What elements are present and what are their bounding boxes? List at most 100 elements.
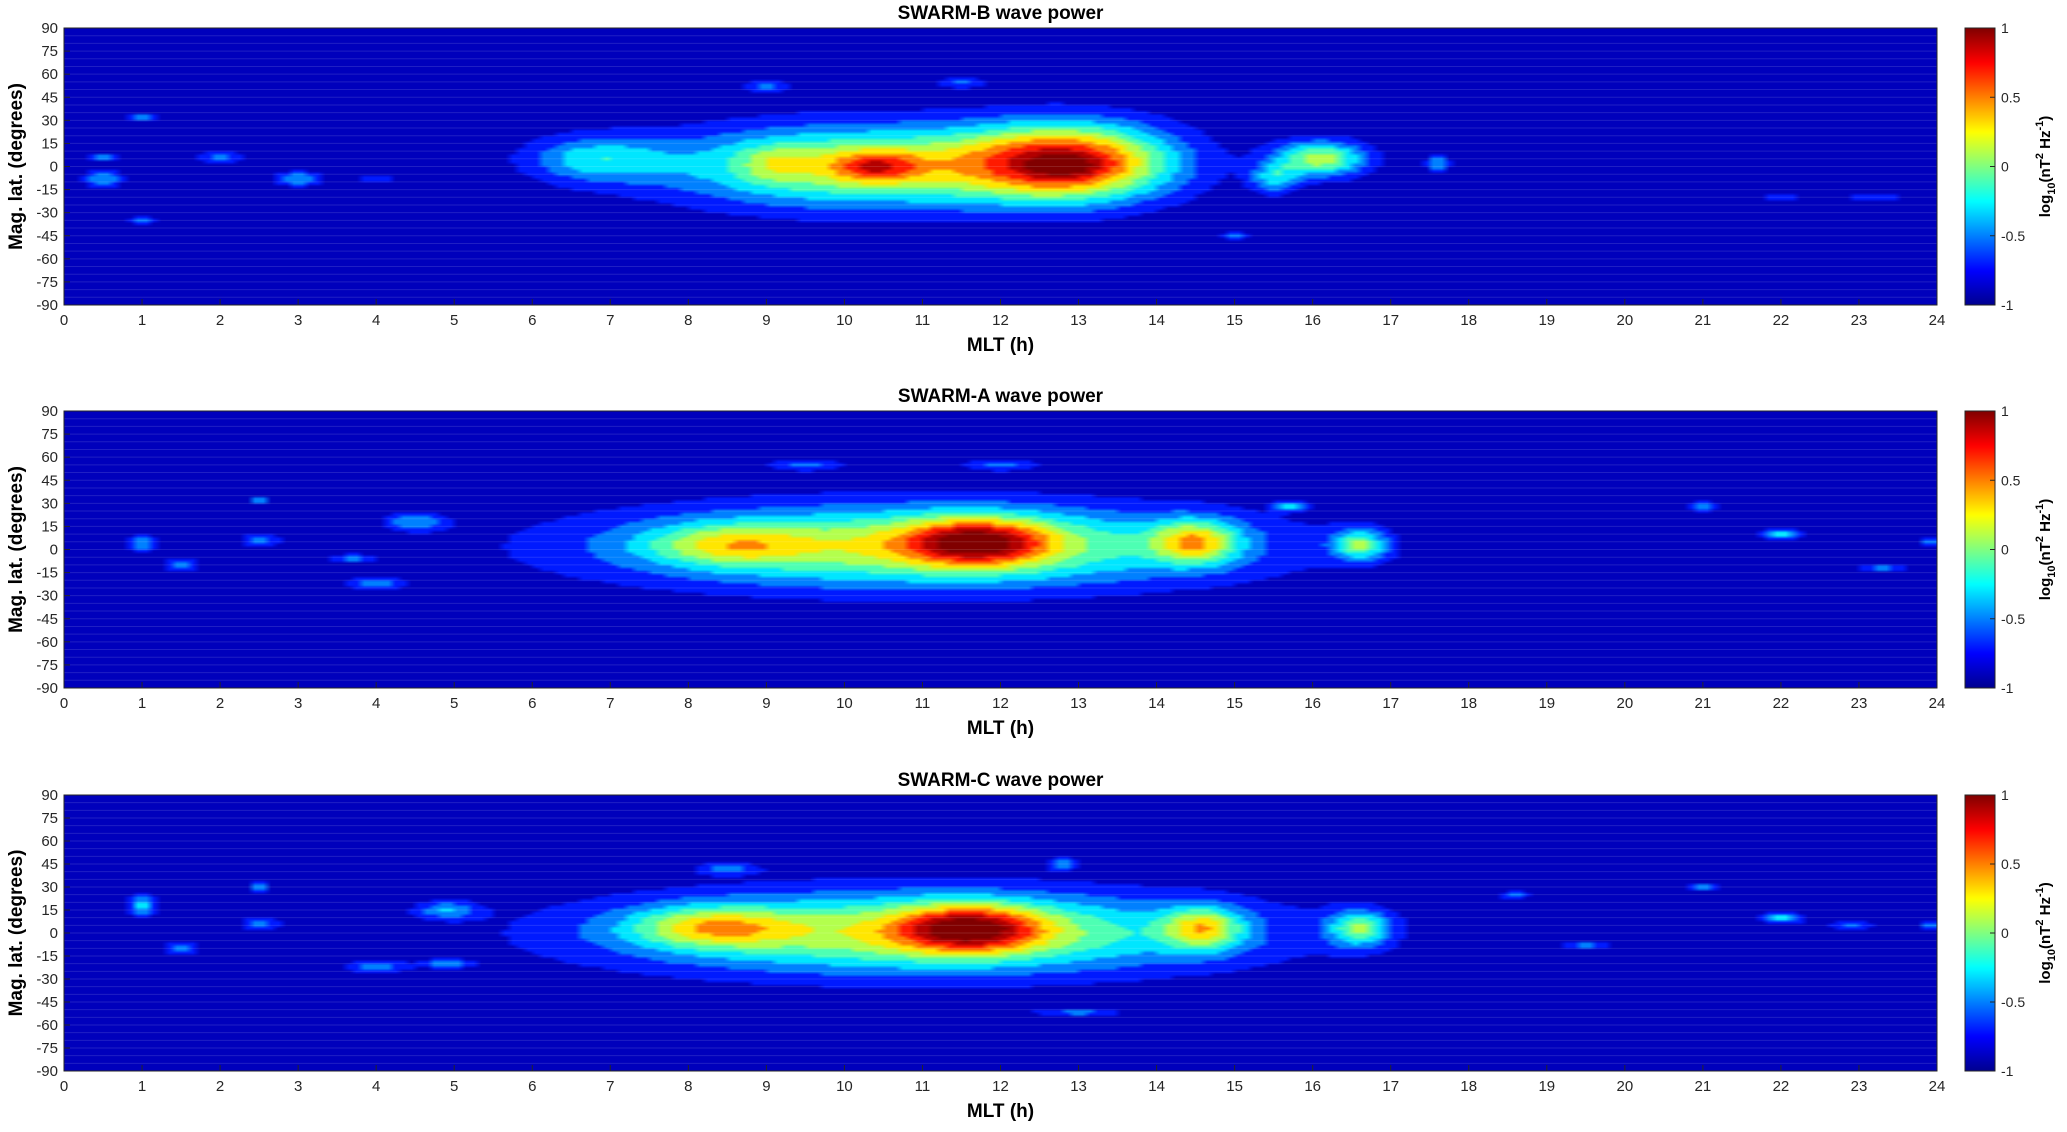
x-tick-label: 11 bbox=[915, 1078, 931, 1095]
y-tick-label: -60 bbox=[36, 634, 58, 651]
y-tick-label: 90 bbox=[41, 403, 58, 420]
x-tick-label: 14 bbox=[1148, 1078, 1165, 1095]
x-tick-label: 6 bbox=[528, 1078, 536, 1095]
y-tick-label: 15 bbox=[41, 135, 58, 152]
x-tick-label: 7 bbox=[606, 1078, 614, 1095]
y-tick-label: -60 bbox=[36, 251, 58, 268]
y-tick-label: 30 bbox=[41, 495, 58, 512]
x-tick-label: 22 bbox=[1773, 1078, 1790, 1095]
y-tick-label: -90 bbox=[36, 297, 58, 314]
y-tick-label: 45 bbox=[41, 472, 58, 489]
colorbar-label: log10(nT2 Hz-1) bbox=[2034, 116, 2058, 217]
x-tick-label: 18 bbox=[1460, 312, 1477, 329]
x-tick-label: 16 bbox=[1304, 312, 1321, 329]
y-tick-label: -30 bbox=[36, 971, 58, 988]
y-tick-label: -75 bbox=[36, 1040, 58, 1057]
y-tick-label: -30 bbox=[36, 205, 58, 222]
x-tick-label: 12 bbox=[992, 312, 1009, 329]
x-tick-label: 1 bbox=[138, 695, 146, 712]
y-tick-label: -15 bbox=[36, 948, 58, 965]
colorbar-tick-label: 0.5 bbox=[2001, 89, 2021, 105]
wave-power-map bbox=[64, 795, 1937, 1071]
y-tick-label: 60 bbox=[41, 66, 58, 83]
y-tick-label: 45 bbox=[41, 89, 58, 106]
x-tick-label: 4 bbox=[372, 312, 380, 329]
x-tick-label: 12 bbox=[992, 1078, 1009, 1095]
colorbar-tick-label: 1 bbox=[2001, 20, 2009, 36]
x-tick-label: 6 bbox=[528, 312, 536, 329]
x-tick-label: 15 bbox=[1226, 312, 1243, 329]
x-tick-label: 13 bbox=[1070, 1078, 1087, 1095]
colorbar-tick-label: 0 bbox=[2001, 925, 2009, 941]
x-tick-label: 24 bbox=[1929, 695, 1946, 712]
x-tick-label: 19 bbox=[1538, 695, 1555, 712]
y-tick-label: -60 bbox=[36, 1017, 58, 1034]
x-tick-label: 10 bbox=[836, 695, 853, 712]
x-tick-label: 24 bbox=[1929, 1078, 1946, 1095]
y-tick-label: 0 bbox=[50, 925, 58, 942]
colorbar-tick-label: 0 bbox=[2001, 159, 2009, 175]
x-tick-label: 9 bbox=[762, 312, 770, 329]
y-tick-label: -45 bbox=[36, 994, 58, 1011]
colorbar-tick-label: -1 bbox=[2001, 1063, 2014, 1079]
x-tick-label: 10 bbox=[836, 1078, 853, 1095]
x-tick-label: 21 bbox=[1695, 1078, 1712, 1095]
y-tick-label: 60 bbox=[41, 449, 58, 466]
y-tick-label: 90 bbox=[41, 20, 58, 37]
colorbar-tick-label: -0.5 bbox=[2001, 611, 2025, 627]
chart-title: SWARM-B wave power bbox=[898, 3, 1104, 24]
x-tick-label: 9 bbox=[762, 1078, 770, 1095]
wave-power-map bbox=[64, 411, 1937, 688]
colorbar-tick-label: -1 bbox=[2001, 680, 2014, 696]
y-tick-label: -90 bbox=[36, 1063, 58, 1080]
chart-panel-3: 0 1 2 3 4 5 6 7 8 9 10 11 12 13 14 15 16 17 18 19 20 21 22 23 24… bbox=[6, 770, 2058, 1122]
colorbar-label: log10(nT2 Hz-1) bbox=[2034, 499, 2058, 600]
x-tick-label: 17 bbox=[1382, 312, 1399, 329]
x-tick-label: 1 bbox=[138, 312, 146, 329]
y-tick-label: -30 bbox=[36, 588, 58, 605]
y-tick-label: 75 bbox=[41, 810, 58, 827]
x-axis-label: MLT (h) bbox=[967, 1101, 1034, 1122]
x-tick-label: 16 bbox=[1304, 1078, 1321, 1095]
colorbar-tick-label: -0.5 bbox=[2001, 228, 2025, 244]
x-tick-label: 21 bbox=[1695, 312, 1712, 329]
x-tick-label: 23 bbox=[1851, 1078, 1868, 1095]
colorbar-tick-label: 1 bbox=[2001, 403, 2009, 419]
x-tick-label: 18 bbox=[1460, 1078, 1477, 1095]
y-tick-label: 15 bbox=[41, 902, 58, 919]
y-tick-label: -45 bbox=[36, 611, 58, 628]
y-tick-label: 75 bbox=[41, 426, 58, 443]
y-tick-label: -15 bbox=[36, 182, 58, 199]
x-tick-label: 8 bbox=[684, 695, 692, 712]
x-tick-label: 14 bbox=[1148, 312, 1165, 329]
y-tick-label: 30 bbox=[41, 879, 58, 896]
y-tick-label: -75 bbox=[36, 657, 58, 674]
y-tick-label: -75 bbox=[36, 274, 58, 291]
x-axis-label: MLT (h) bbox=[967, 718, 1034, 739]
y-tick-label: 0 bbox=[50, 159, 58, 176]
x-tick-label: 3 bbox=[294, 1078, 302, 1095]
y-tick-label: 75 bbox=[41, 43, 58, 60]
x-tick-label: 17 bbox=[1382, 695, 1399, 712]
colorbar-tick-label: -1 bbox=[2001, 297, 2014, 313]
y-tick-label: 30 bbox=[41, 112, 58, 129]
x-tick-label: 2 bbox=[216, 1078, 224, 1095]
colorbar-tick-label: 0.5 bbox=[2001, 856, 2021, 872]
y-tick-label: 15 bbox=[41, 518, 58, 535]
x-axis-label: MLT (h) bbox=[967, 335, 1034, 356]
colorbar-tick-label: -0.5 bbox=[2001, 994, 2025, 1010]
x-tick-label: 0 bbox=[60, 312, 68, 329]
x-tick-label: 16 bbox=[1304, 695, 1321, 712]
x-tick-label: 13 bbox=[1070, 312, 1087, 329]
x-tick-label: 14 bbox=[1148, 695, 1165, 712]
x-tick-label: 20 bbox=[1616, 312, 1633, 329]
x-tick-label: 19 bbox=[1538, 312, 1555, 329]
x-tick-label: 10 bbox=[836, 312, 853, 329]
x-tick-label: 3 bbox=[294, 695, 302, 712]
x-tick-label: 6 bbox=[528, 695, 536, 712]
chart-panel-1: 0 1 2 3 4 5 6 7 8 9 10 11 12 13 14 15 16 17 18 19 20 21 22 23 24… bbox=[6, 3, 2058, 356]
x-tick-label: 24 bbox=[1929, 312, 1946, 329]
y-axis-label: Mag. lat. (degrees) bbox=[6, 83, 27, 250]
wave-power-map bbox=[64, 28, 1937, 305]
x-tick-label: 23 bbox=[1851, 695, 1868, 712]
